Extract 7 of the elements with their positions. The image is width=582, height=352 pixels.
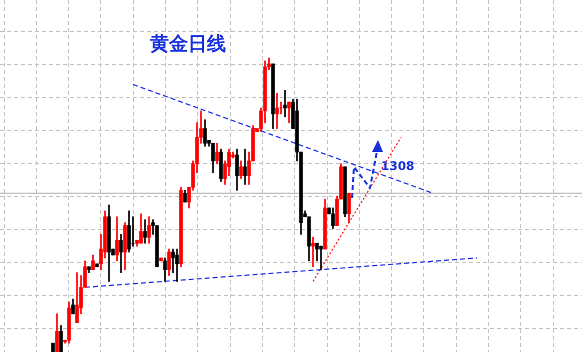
candlestick <box>279 102 283 114</box>
candlestick <box>283 90 287 118</box>
candlestick <box>311 237 315 268</box>
candlestick <box>275 92 279 129</box>
chart-title: 黄金日线 <box>150 32 226 57</box>
candlestick <box>319 246 323 270</box>
annotation: 1308 <box>381 159 414 173</box>
